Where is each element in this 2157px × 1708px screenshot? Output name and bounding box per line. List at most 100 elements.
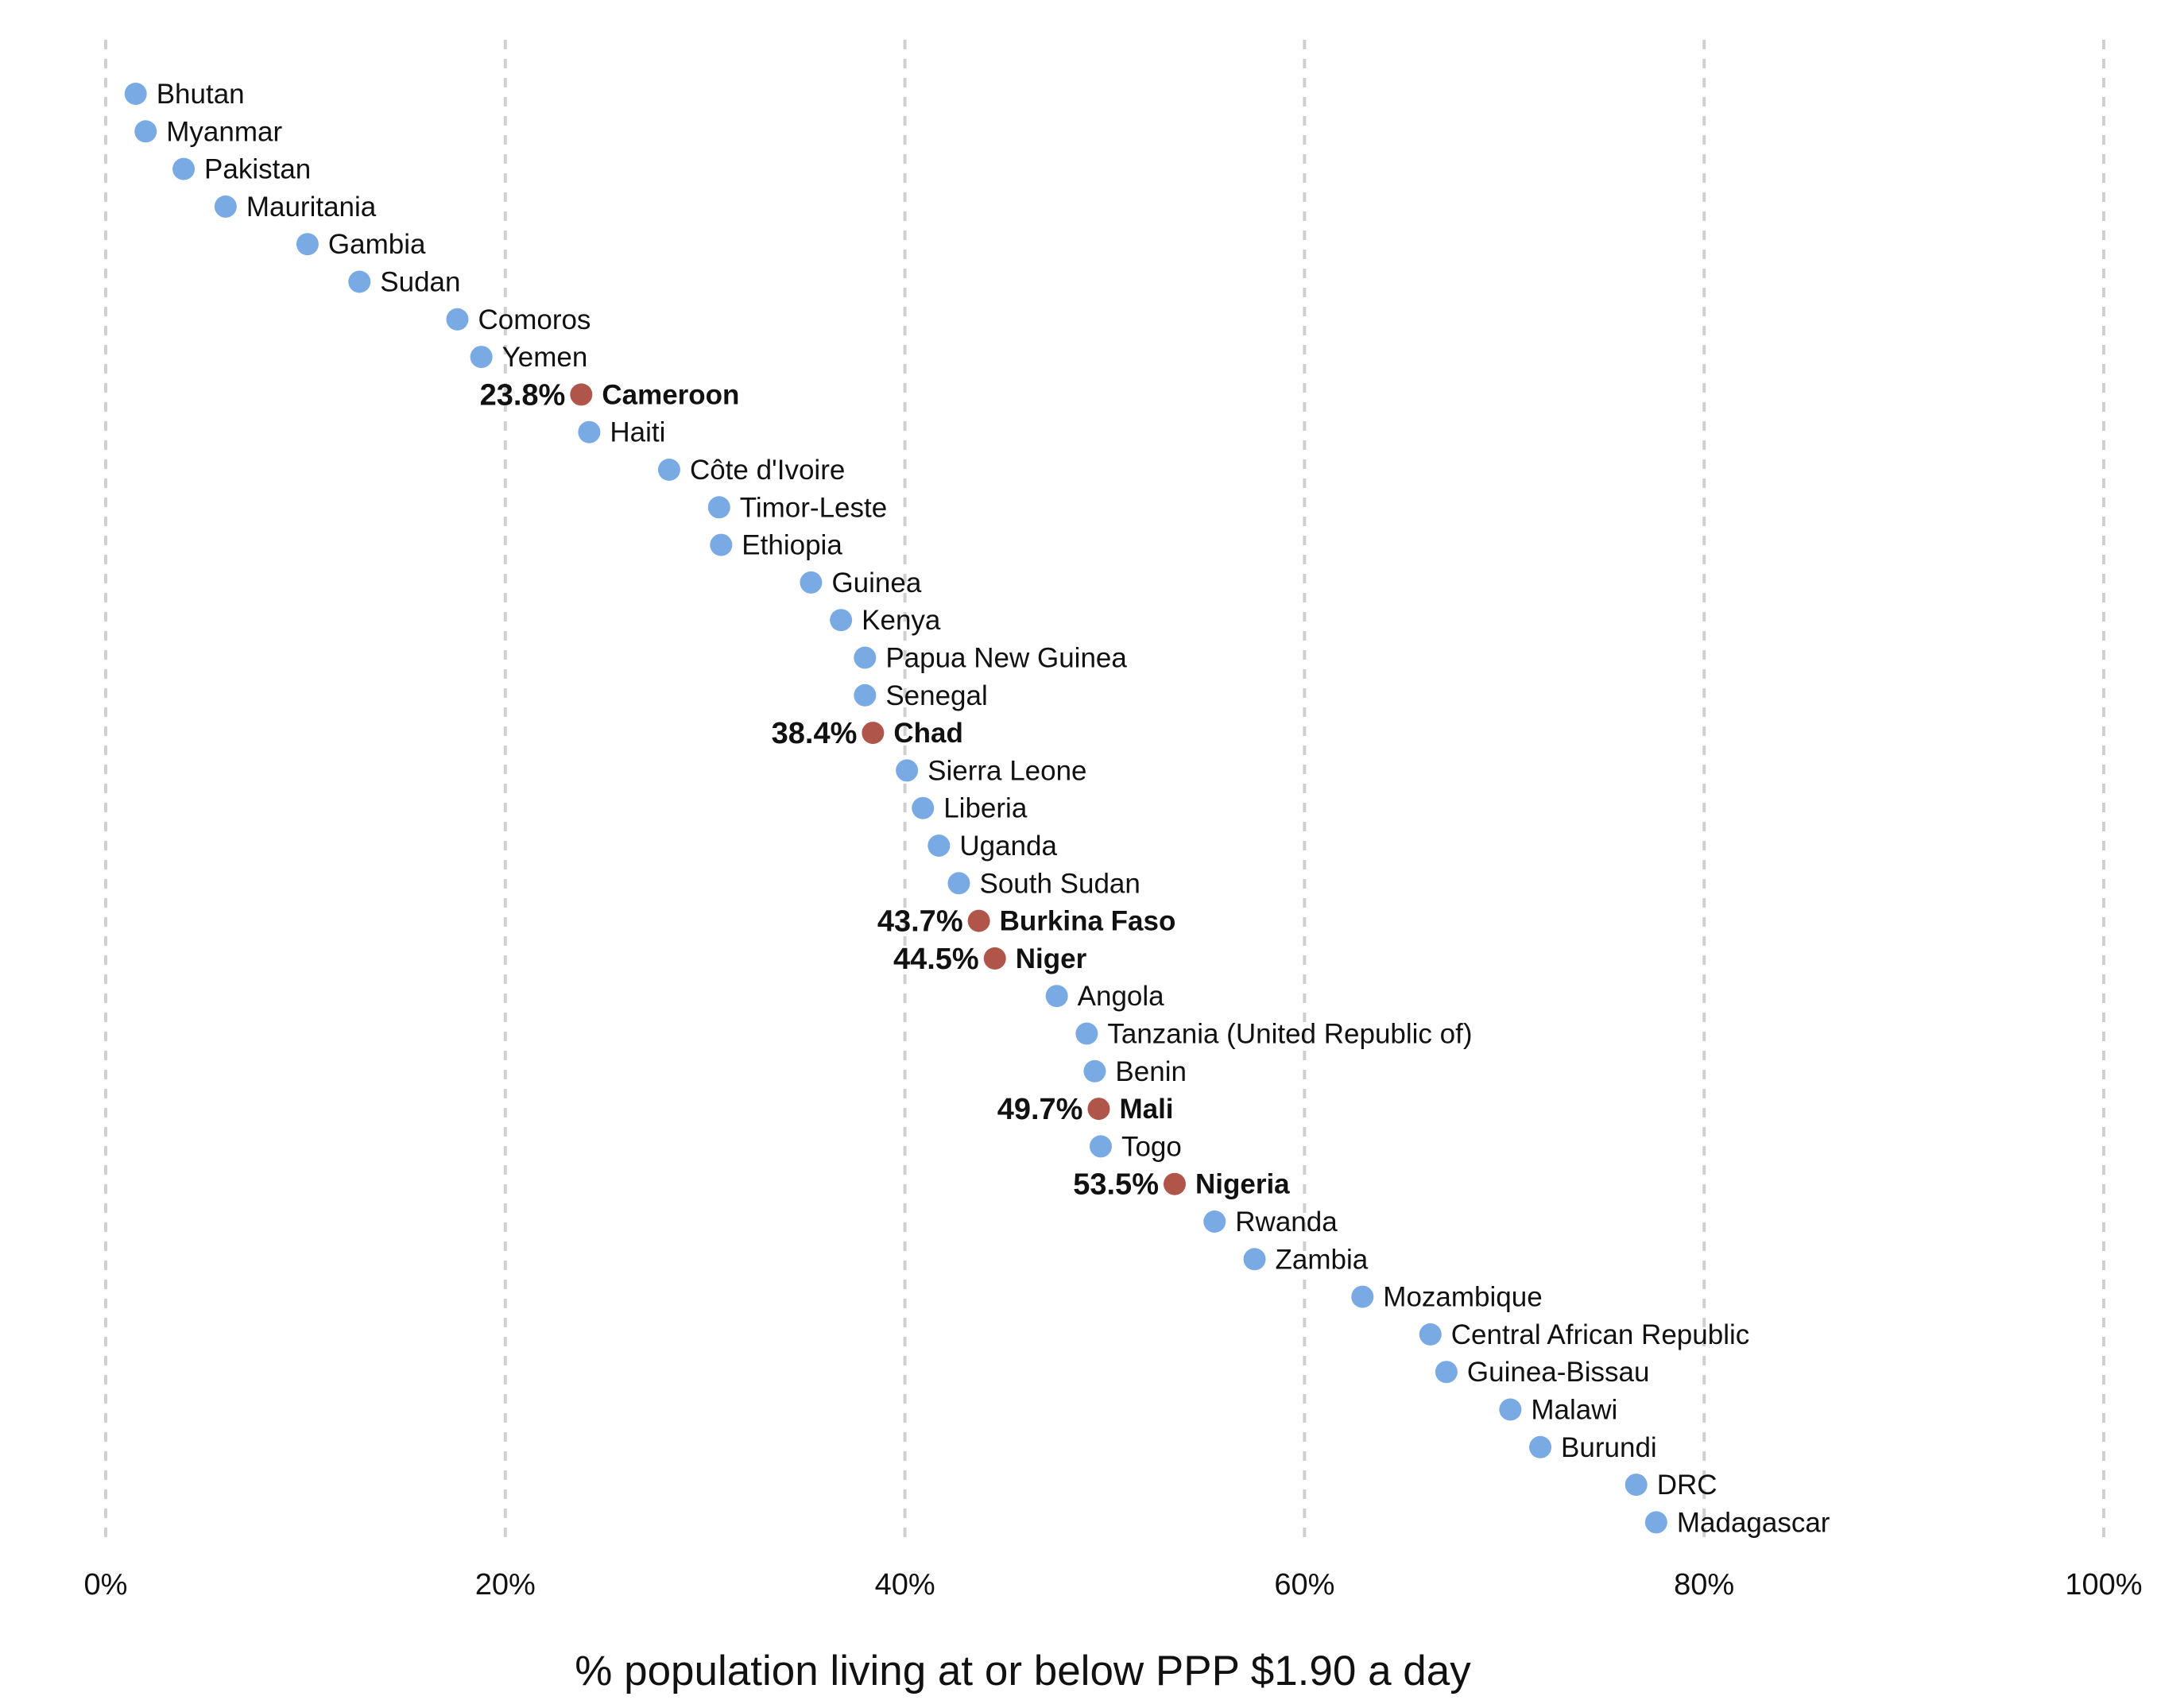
data-points: Bhutan Myanmar Pakistan Mauritania Gambia Sud… [124, 79, 1830, 1538]
data-point-row: Madagascar [1644, 1507, 1830, 1538]
data-dot [1075, 1022, 1098, 1045]
data-point-row: Yemen [470, 342, 588, 373]
data-point-row: Pakistan [172, 154, 311, 185]
data-dot [1083, 1059, 1106, 1083]
country-label: Burundi [1561, 1432, 1657, 1463]
country-label: Guinea [831, 567, 921, 598]
x-tick-label: 100% [2065, 1568, 2142, 1601]
data-dot [707, 496, 730, 519]
data-dot [214, 195, 237, 218]
value-label: 53.5% [1073, 1168, 1159, 1202]
data-dot [296, 233, 319, 256]
data-point-row: Chad 38.4% [772, 717, 963, 750]
data-point-row: Mauritania [214, 192, 377, 223]
data-point-row: Côte d'Ivoire [657, 455, 845, 486]
country-label: Bhutan [157, 79, 245, 110]
x-tick-label: 40% [875, 1568, 935, 1601]
data-point-row: Zambia [1243, 1244, 1369, 1275]
data-dot [134, 120, 157, 143]
grid-lines [104, 40, 2105, 1542]
data-dot [657, 459, 680, 481]
data-dot [1529, 1435, 1552, 1458]
data-dot [1435, 1361, 1458, 1384]
data-point-row: Cameroon 23.8% [480, 378, 740, 412]
data-point-row: Guinea [800, 567, 922, 598]
data-point-row: Ethiopia [710, 530, 842, 561]
data-dot [470, 346, 493, 369]
data-dot [927, 835, 951, 857]
country-label: Rwanda [1235, 1206, 1338, 1237]
data-point-row: Malawi [1499, 1395, 1617, 1426]
x-axis-title: % population living at or below PPP $1.9… [575, 1648, 1471, 1694]
data-dot [1644, 1511, 1667, 1534]
country-label: Yemen [502, 342, 588, 373]
data-dot [348, 270, 371, 293]
data-point-row: Guinea-Bissau [1435, 1357, 1650, 1388]
data-point-row: Uganda [927, 831, 1057, 862]
data-dot [172, 157, 196, 180]
data-point-row: Myanmar [134, 116, 282, 147]
data-point-row: Sudan [348, 267, 460, 298]
country-label: Malawi [1531, 1395, 1617, 1426]
value-label: 23.8% [480, 378, 566, 412]
data-dot [1499, 1398, 1522, 1421]
country-label: Central African Republic [1451, 1319, 1749, 1350]
highlight-dot [1087, 1098, 1110, 1121]
data-point-row: Comoros [446, 304, 591, 335]
data-point-row: Liberia [912, 793, 1028, 824]
data-point-row: Niger 44.5% [893, 943, 1087, 976]
data-dot [896, 759, 919, 782]
country-label: Haiti [610, 417, 665, 448]
country-label: Kenya [862, 605, 941, 636]
country-label: Burkina Faso [1000, 906, 1176, 937]
data-point-row: South Sudan [947, 868, 1140, 899]
data-dot [830, 609, 853, 632]
x-tick-label: 0% [84, 1568, 128, 1601]
highlight-dot [862, 722, 885, 745]
data-dot [1089, 1135, 1112, 1158]
data-point-row: Senegal [854, 680, 988, 711]
country-label: Mauritania [246, 192, 377, 223]
country-label: Ethiopia [742, 530, 842, 561]
country-label: Guinea-Bissau [1467, 1357, 1650, 1388]
data-point-row: Burundi [1529, 1432, 1657, 1463]
country-label: Gambia [328, 229, 426, 260]
country-label: Papua New Guinea [885, 643, 1127, 674]
data-point-row: Sierra Leone [896, 755, 1087, 786]
data-dot [1045, 985, 1068, 1008]
data-point-row: Gambia [296, 229, 426, 260]
x-tick-label: 20% [475, 1568, 536, 1601]
country-label: Senegal [885, 680, 987, 711]
data-dot [1203, 1210, 1226, 1233]
country-label: Comoros [478, 304, 591, 335]
data-dot [947, 872, 970, 895]
data-dot [854, 684, 877, 707]
x-axis-ticks: 0% 20% 40% 60% 80% 100% [84, 1568, 2143, 1601]
value-label: 49.7% [997, 1093, 1083, 1126]
data-dot [1625, 1474, 1648, 1497]
data-point-row: Mozambique [1351, 1282, 1543, 1313]
value-label: 44.5% [893, 943, 979, 976]
country-label: Myanmar [166, 116, 282, 147]
country-label: South Sudan [979, 868, 1140, 899]
country-label: Sudan [380, 267, 460, 298]
data-dot [446, 308, 469, 331]
country-label: Tanzania (United Republic of) [1107, 1019, 1472, 1050]
data-point-row: Timor-Leste [707, 492, 887, 523]
data-point-row: Tanzania (United Republic of) [1075, 1019, 1473, 1050]
country-label: Mozambique [1383, 1282, 1542, 1313]
highlight-dot [967, 909, 990, 932]
data-dot [1419, 1323, 1442, 1346]
value-label: 38.4% [772, 717, 858, 750]
data-dot [1243, 1248, 1266, 1271]
country-label: Pakistan [204, 154, 311, 185]
country-label: Côte d'Ivoire [690, 455, 845, 486]
data-point-row: Bhutan [124, 79, 245, 110]
data-point-row: Benin [1083, 1056, 1187, 1087]
data-dot [800, 571, 823, 594]
data-point-row: Burkina Faso 43.7% [877, 905, 1175, 939]
country-label: DRC [1657, 1470, 1717, 1501]
data-point-row: Kenya [830, 605, 941, 636]
x-tick-label: 60% [1274, 1568, 1334, 1601]
